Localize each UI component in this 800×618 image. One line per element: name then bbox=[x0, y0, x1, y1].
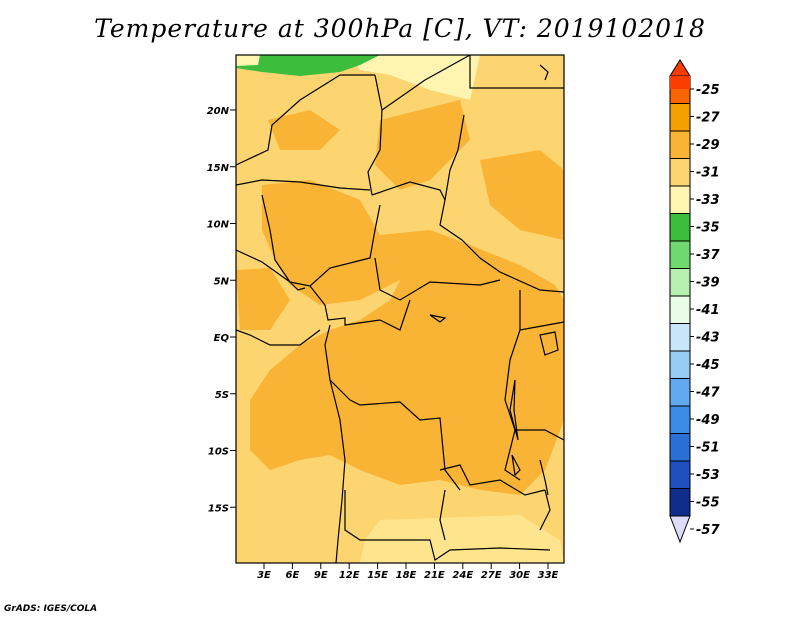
map-frame bbox=[235, 54, 565, 564]
page-title: Temperature at 300hPa [C], VT: 201910201… bbox=[94, 14, 706, 43]
colorbar-segment bbox=[669, 103, 691, 132]
colorbar-segment bbox=[669, 130, 691, 159]
lon-label: 18E bbox=[396, 570, 417, 581]
colorbar: -25 -27 -29 -31 -33 -35 -37 -39 -41 -43 -45 -47 -49 -… bbox=[669, 59, 720, 544]
colorbar-label: -37 bbox=[696, 248, 720, 263]
colorbar-segment bbox=[669, 460, 691, 489]
lat-label: 10S bbox=[208, 447, 229, 458]
colorbar-label: -53 bbox=[696, 468, 720, 483]
lat-label: 10N bbox=[207, 220, 230, 231]
colorbar-label: -47 bbox=[696, 386, 720, 401]
lon-label: 12E bbox=[339, 570, 360, 581]
colorbar-segment bbox=[669, 378, 691, 407]
lon-label: 30E bbox=[509, 570, 530, 581]
colorbar-segment bbox=[669, 350, 691, 379]
lon-label: 33E bbox=[538, 570, 559, 581]
colorbar-label: -25 bbox=[696, 83, 720, 98]
colorbar-segment bbox=[669, 268, 691, 297]
colorbar-label: -35 bbox=[696, 221, 720, 236]
colorbar-segment bbox=[669, 295, 691, 324]
colorbar-segment bbox=[669, 433, 691, 462]
colorbar-segment bbox=[669, 488, 691, 517]
lon-label: 21E bbox=[424, 570, 445, 581]
colorbar-segment bbox=[669, 158, 691, 187]
lat-label: 20N bbox=[207, 106, 230, 117]
lon-label: 6E bbox=[286, 570, 300, 581]
colorbar-label: -57 bbox=[696, 523, 720, 538]
colorbar-segment bbox=[669, 405, 691, 434]
lat-label: 15N bbox=[207, 163, 230, 174]
colorbar-segment bbox=[669, 213, 691, 242]
colorbar-segment bbox=[669, 323, 691, 352]
colorbar-label: -27 bbox=[696, 111, 720, 126]
colorbar-bottom-arrow bbox=[669, 515, 691, 544]
country-borders bbox=[236, 55, 564, 563]
lon-label: 24E bbox=[452, 570, 473, 581]
colorbar-segment bbox=[669, 185, 691, 214]
lat-label: 15S bbox=[208, 503, 229, 514]
colorbar-label: -33 bbox=[696, 193, 720, 208]
lon-label: 27E bbox=[481, 570, 502, 581]
lon-label: 15E bbox=[367, 570, 388, 581]
lon-label: 3E bbox=[257, 570, 271, 581]
lat-label: EQ bbox=[214, 333, 230, 344]
colorbar-top-arrow bbox=[669, 59, 691, 77]
colorbar-segment bbox=[669, 240, 691, 269]
lat-label: 5N bbox=[214, 276, 230, 287]
colorbar-label: -29 bbox=[696, 138, 720, 153]
lat-label: 5S bbox=[215, 390, 229, 401]
colorbar-segment bbox=[670, 76, 690, 89]
latitude-axis: 20N 15N 10N 5N EQ 5S 10S 15S bbox=[207, 106, 236, 514]
colorbar-label: -55 bbox=[696, 496, 720, 511]
map-field bbox=[236, 55, 564, 563]
colorbar-label: -49 bbox=[696, 413, 720, 428]
colorbar-label: -51 bbox=[696, 441, 720, 456]
colorbar-label: -41 bbox=[696, 303, 720, 318]
colorbar-label: -45 bbox=[696, 358, 720, 373]
longitude-axis: 3E 6E 9E 12E 15E 18E 21E 24E 27E 30E 33E bbox=[257, 563, 559, 581]
colorbar-label: -31 bbox=[696, 166, 720, 181]
lon-label: 9E bbox=[314, 570, 328, 581]
colorbar-label: -39 bbox=[696, 276, 720, 291]
colorbar-label: -43 bbox=[696, 331, 720, 346]
grads-credit: GrADS: IGES/COLA bbox=[4, 604, 98, 614]
